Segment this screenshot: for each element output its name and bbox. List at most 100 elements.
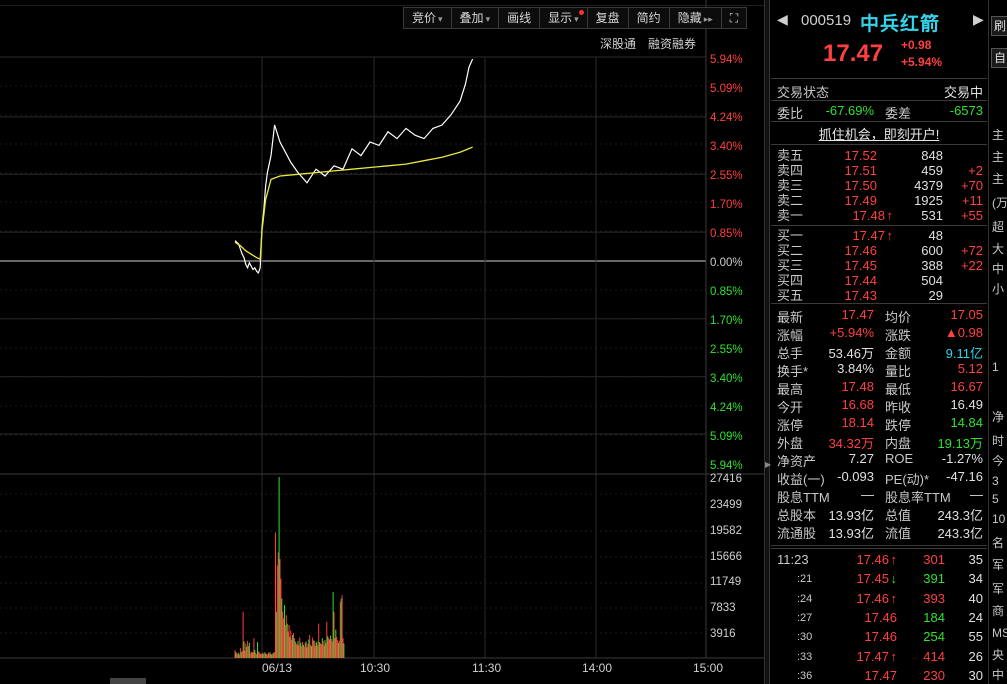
y-axis-label: 3.40% [710, 141, 743, 153]
stat-label: 总值 [885, 508, 912, 523]
orderbook-row[interactable]: 买一 ↑ 17.47 48 [771, 228, 987, 243]
shenzhen-connect-link[interactable]: 深股通 [600, 37, 637, 51]
orderbook-row[interactable]: 买四 17.44 504 [771, 273, 987, 288]
price-line [234, 58, 474, 274]
tick-count: 34 [968, 571, 983, 587]
stat-row: 流通股 13.93亿 流值 243.3亿 [771, 522, 987, 541]
stat-label: 涨停 [777, 418, 804, 433]
orderbook-volume: 848 [921, 148, 943, 163]
weicha-value: -6573 [949, 103, 983, 118]
tick-volume: 184 [923, 609, 945, 625]
orderbook-row[interactable]: 买三 17.45 388 +22 [771, 258, 987, 273]
orderbook-row[interactable]: 卖三 17.50 4379 +70 [771, 178, 987, 193]
toolbar-button-2[interactable]: 画线 [499, 8, 541, 28]
clipped-label: 3 [992, 474, 999, 488]
tick-row: :24 ↑ 17.46 393 40 [771, 589, 987, 608]
average-price-line [234, 146, 473, 261]
orderbook-level-label: 买一 [777, 228, 804, 243]
tick-volume: 393 [923, 590, 945, 606]
orderbook-row[interactable]: 买二 17.46 600 +72 [771, 243, 987, 258]
sublinks: 深股通 融资融券 [600, 35, 696, 52]
orderbook-price: 17.44 [844, 273, 877, 288]
volume-axis-label: 19582 [710, 525, 742, 537]
orderbook-divider [771, 225, 987, 226]
stat-value: 34.32万 [828, 436, 874, 451]
toolbar-button-6[interactable]: 隐藏 ▸▸ [670, 8, 722, 28]
orderbook-level-label: 买五 [777, 288, 804, 303]
next-stock-icon[interactable]: ▶ [973, 11, 984, 27]
orderbook-volume: 459 [921, 163, 943, 178]
tick-volume: 301 [923, 552, 945, 567]
weibi-row: 委比 -67.69% 委差 -6573 [771, 102, 987, 121]
orderbook-row[interactable]: 买五 17.43 29 [771, 288, 987, 303]
tick-row: :33 ↑ 17.47 414 26 [771, 647, 987, 666]
stat-label: 内盘 [885, 436, 912, 451]
toolbar-button-4[interactable]: 复盘 [588, 8, 629, 28]
orderbook-level-label: 买二 [777, 243, 804, 258]
dropdown-arrow-icon: ▾ [574, 14, 579, 24]
stat-label: 涨幅 [777, 328, 804, 343]
orderbook-delta: +72 [960, 243, 983, 258]
orderbook-price: 17.45 [844, 258, 877, 273]
tick-time: :27 [797, 611, 813, 624]
orderbook-row[interactable]: 卖二 17.49 1925 +11 [771, 193, 987, 208]
price-up-arrow-icon: ↑ [886, 208, 894, 223]
tick-time: :36 [797, 669, 813, 682]
stock-name: 中兵红箭 [860, 14, 941, 35]
stat-value: ▲0.98 [944, 325, 983, 340]
x-axis-label: 15:00 [693, 661, 723, 675]
prev-stock-icon[interactable]: ◀ [777, 11, 788, 27]
tick-price: 17.46 [864, 629, 897, 645]
stat-label: 今开 [777, 400, 804, 415]
orderbook-volume: 4379 [914, 178, 943, 193]
intraday-chart[interactable]: 5.94% 5.09% 4.24% 3.40% 2.55% 1.70% 0.85% 0.00%… [0, 0, 764, 684]
side-button[interactable]: 自 [991, 48, 1007, 68]
open-account-link[interactable]: 抓住机会，即刻开户! [818, 127, 940, 142]
panel-splitter[interactable]: ▶ [764, 0, 772, 684]
volume-axis-label: 7833 [710, 602, 736, 614]
chart-toolbar: 竞价 ▾ 叠加 ▾ 画线 显示 ▾ 复盘 简约 隐藏 ▸▸ ⛶ [403, 7, 748, 29]
y-axis-label: 5.94% [710, 460, 743, 472]
weibi-value: -67.69% [825, 103, 874, 118]
orderbook-price: 17.48 [852, 208, 885, 223]
orderbook-row[interactable]: 卖五 17.52 848 [771, 148, 987, 163]
y-axis-label: 1.70% [710, 199, 743, 211]
price-change-pct: +5.94% [901, 55, 943, 69]
stat-label: 最新 [777, 310, 804, 325]
toolbar-button-3[interactable]: 显示 ▾ [540, 8, 588, 28]
tick-time: :33 [797, 650, 813, 663]
stat-value: 17.05 [950, 307, 983, 322]
orderbook-row[interactable]: 卖四 17.51 459 +2 [771, 163, 987, 178]
tick-price: 17.46 [864, 609, 897, 625]
tick-row: 11:23 ↑ 17.46 301 35 [771, 550, 987, 569]
collapse-arrow-icon[interactable]: ▶ [765, 460, 772, 469]
tick-time: :21 [797, 573, 813, 586]
tick-count: 55 [968, 629, 983, 645]
stat-value: -0.093 [837, 469, 874, 484]
toolbar-button-1[interactable]: 叠加 ▾ [452, 8, 500, 28]
clipped-label: 今 [992, 454, 1005, 468]
stat-value: 16.67 [950, 379, 983, 394]
orderbook-delta: +22 [960, 258, 983, 273]
tick-volume: 391 [923, 571, 945, 587]
tick-price: 17.45 [856, 571, 889, 587]
y-axis-label: 5.09% [710, 83, 743, 95]
orderbook-row[interactable]: 卖一 ↑ 17.48 531 +55 [771, 208, 987, 223]
stat-value: 53.46万 [828, 346, 874, 361]
orderbook-level-label: 卖二 [777, 193, 804, 208]
status-row: 交易状态 交易中 [771, 81, 987, 100]
toolbar-button-0[interactable]: 竞价 ▾ [404, 8, 452, 28]
toolbar-button-5[interactable]: 简约 [629, 8, 670, 28]
orderbook-price: 17.43 [844, 288, 877, 303]
stat-value: 243.3亿 [937, 526, 983, 541]
stat-value: 7.27 [848, 451, 874, 466]
clipped-label: 军 [992, 558, 1005, 572]
dropdown-arrow-icon: ▸▸ [703, 14, 713, 24]
divider [771, 545, 987, 546]
side-button[interactable]: 刷 [991, 16, 1007, 36]
tick-row: :27 17.46 184 24 [771, 608, 987, 627]
volume-axis-label: 15666 [710, 551, 742, 563]
expand-icon[interactable]: ⛶ [729, 11, 739, 25]
margin-trading-link[interactable]: 融资融券 [648, 37, 697, 51]
clipped-label: 名 [992, 536, 1005, 550]
